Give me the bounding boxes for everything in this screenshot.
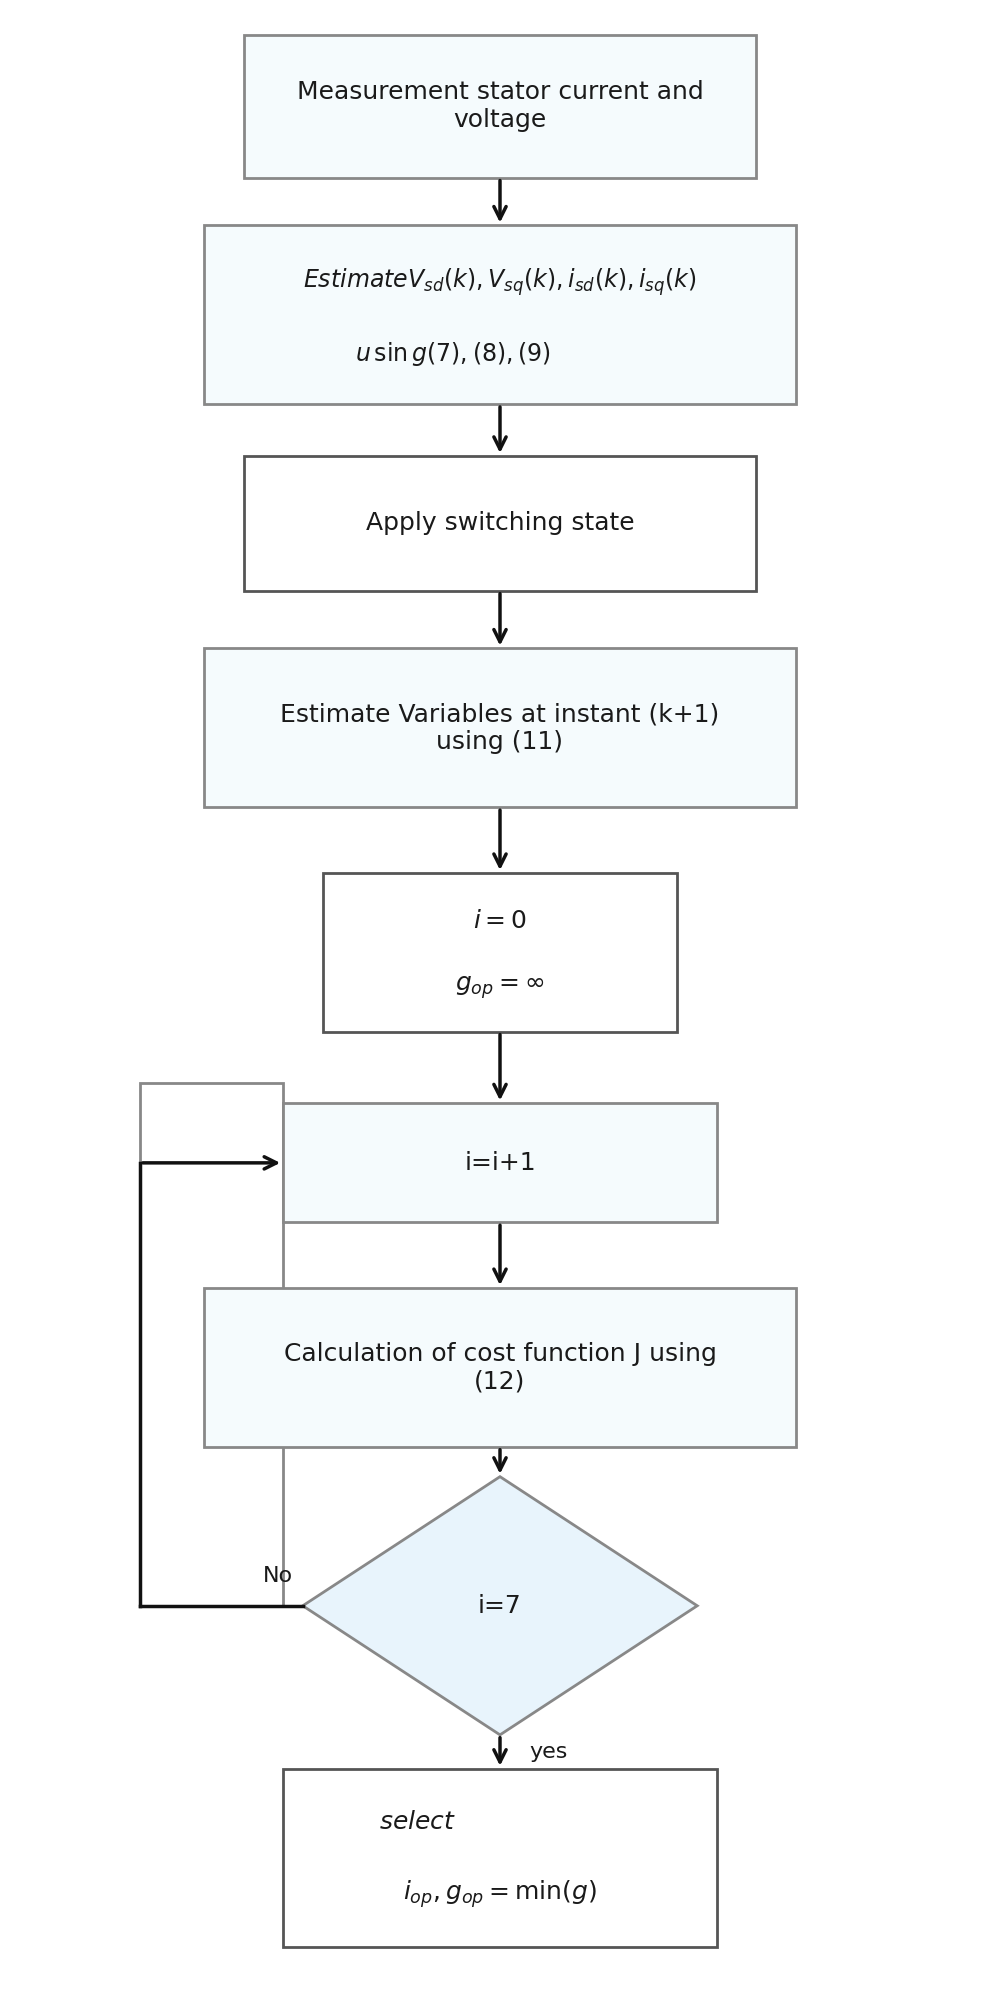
Text: $i_{op}, g_{op} = \mathrm{min}(g)$: $i_{op}, g_{op} = \mathrm{min}(g)$ [403,1878,597,1910]
FancyBboxPatch shape [283,1104,717,1222]
Text: Measurement stator current and
voltage: Measurement stator current and voltage [297,80,703,132]
Bar [140,1084,283,1606]
Text: $g_{op} = \infty$: $g_{op} = \infty$ [455,974,545,1000]
FancyBboxPatch shape [244,34,756,178]
Text: $EstimateV_{sd}(k),V_{sq}(k),i_{sd}(k),i_{sq}(k)$: $EstimateV_{sd}(k),V_{sq}(k),i_{sd}(k),i… [303,266,697,298]
Text: yes: yes [530,1742,568,1762]
Text: $select$: $select$ [379,1810,456,1834]
FancyBboxPatch shape [204,648,796,808]
FancyBboxPatch shape [204,1288,796,1446]
Text: No: No [263,1566,293,1586]
Text: $u\,\mathrm{sin}\,g(7),(8),(9)$: $u\,\mathrm{sin}\,g(7),(8),(9)$ [355,340,551,368]
Text: Apply switching state: Apply switching state [366,512,634,536]
Text: $i = 0$: $i = 0$ [473,908,527,932]
FancyBboxPatch shape [244,456,756,590]
Text: Calculation of cost function J using
(12): Calculation of cost function J using (12… [284,1342,716,1394]
FancyBboxPatch shape [204,226,796,404]
Text: i=i+1: i=i+1 [464,1150,536,1174]
Text: i=7: i=7 [478,1594,522,1618]
FancyBboxPatch shape [322,872,677,1032]
Polygon shape [303,1476,697,1734]
FancyBboxPatch shape [283,1768,717,1948]
Text: Estimate Variables at instant (k+1)
using (11): Estimate Variables at instant (k+1) usin… [280,702,720,754]
